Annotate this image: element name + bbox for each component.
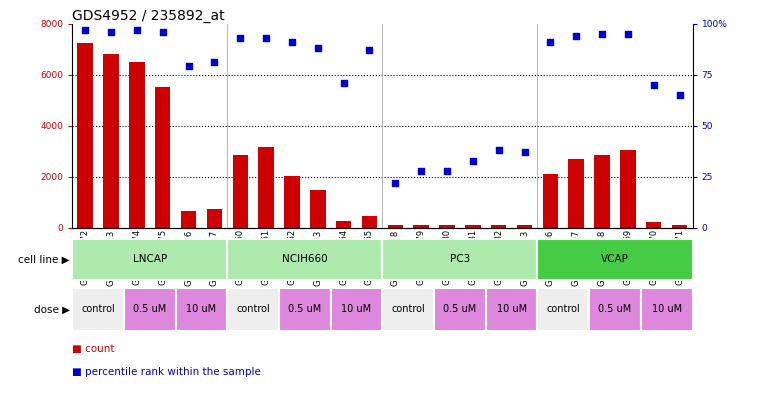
Bar (594, 155, 610, 228)
Point (312, 45, 324, 51)
Point (79, 27, 91, 33)
Bar (413, 225, 429, 228)
Bar (641, 288, 693, 331)
Point (260, 35, 272, 41)
Bar (207, 209, 222, 228)
Point (105, 29, 117, 35)
Bar (72, 288, 124, 331)
Point (389, 180, 401, 186)
Bar (646, 222, 661, 228)
Point (234, 35, 247, 41)
Bar (228, 239, 383, 280)
Bar (155, 87, 170, 228)
Point (415, 167, 427, 174)
Text: VCAP: VCAP (601, 254, 629, 264)
Bar (336, 221, 352, 228)
Bar (233, 155, 248, 228)
Bar (181, 211, 196, 228)
Bar (486, 288, 537, 331)
Bar (72, 239, 228, 280)
Point (131, 27, 143, 33)
Bar (387, 226, 403, 228)
Bar (620, 150, 635, 228)
Point (622, 31, 634, 37)
Bar (491, 225, 507, 228)
Text: LNCAP: LNCAP (132, 254, 167, 264)
Text: ■ count: ■ count (72, 344, 115, 354)
Bar (537, 239, 693, 280)
Point (544, 39, 556, 45)
Bar (383, 239, 537, 280)
Point (209, 59, 221, 66)
Text: control: control (81, 305, 115, 314)
Point (466, 157, 479, 163)
Bar (434, 288, 486, 331)
Bar (537, 288, 589, 331)
Text: ■ percentile rank within the sample: ■ percentile rank within the sample (72, 367, 261, 377)
Point (492, 147, 505, 153)
Point (286, 39, 298, 45)
Bar (78, 43, 93, 228)
Point (364, 47, 376, 53)
Text: 10 uM: 10 uM (496, 305, 527, 314)
Text: control: control (391, 305, 425, 314)
Text: 10 uM: 10 uM (342, 305, 371, 314)
Point (157, 29, 169, 35)
Bar (517, 225, 532, 228)
Text: control: control (237, 305, 270, 314)
Text: cell line ▶: cell line ▶ (18, 254, 70, 264)
Text: 0.5 uM: 0.5 uM (288, 305, 321, 314)
Bar (279, 288, 331, 331)
Text: GDS4952 / 235892_at: GDS4952 / 235892_at (72, 9, 225, 22)
Point (673, 92, 686, 98)
Bar (543, 174, 558, 228)
Text: 10 uM: 10 uM (651, 305, 682, 314)
Point (441, 167, 453, 174)
Bar (228, 288, 279, 331)
Bar (103, 54, 119, 228)
Bar (176, 288, 228, 331)
Bar (589, 288, 641, 331)
Bar (129, 62, 145, 228)
Bar (259, 147, 274, 228)
Bar (331, 288, 383, 331)
Bar (465, 225, 481, 228)
Bar (124, 288, 176, 331)
Text: PC3: PC3 (450, 254, 470, 264)
Text: 10 uM: 10 uM (186, 305, 217, 314)
Text: NCIH660: NCIH660 (282, 254, 328, 264)
Text: 0.5 uM: 0.5 uM (133, 305, 167, 314)
Bar (439, 226, 455, 228)
Bar (361, 216, 377, 228)
Bar (568, 159, 584, 228)
Point (338, 80, 350, 86)
Bar (284, 176, 300, 228)
Text: 0.5 uM: 0.5 uM (444, 305, 476, 314)
Bar (310, 190, 326, 228)
Point (570, 33, 582, 39)
Bar (672, 225, 687, 228)
Point (596, 31, 608, 37)
Bar (383, 288, 434, 331)
Point (648, 82, 660, 88)
Point (518, 149, 530, 156)
Point (183, 63, 195, 70)
Text: dose ▶: dose ▶ (33, 305, 70, 314)
Text: control: control (546, 305, 580, 314)
Text: 0.5 uM: 0.5 uM (598, 305, 632, 314)
